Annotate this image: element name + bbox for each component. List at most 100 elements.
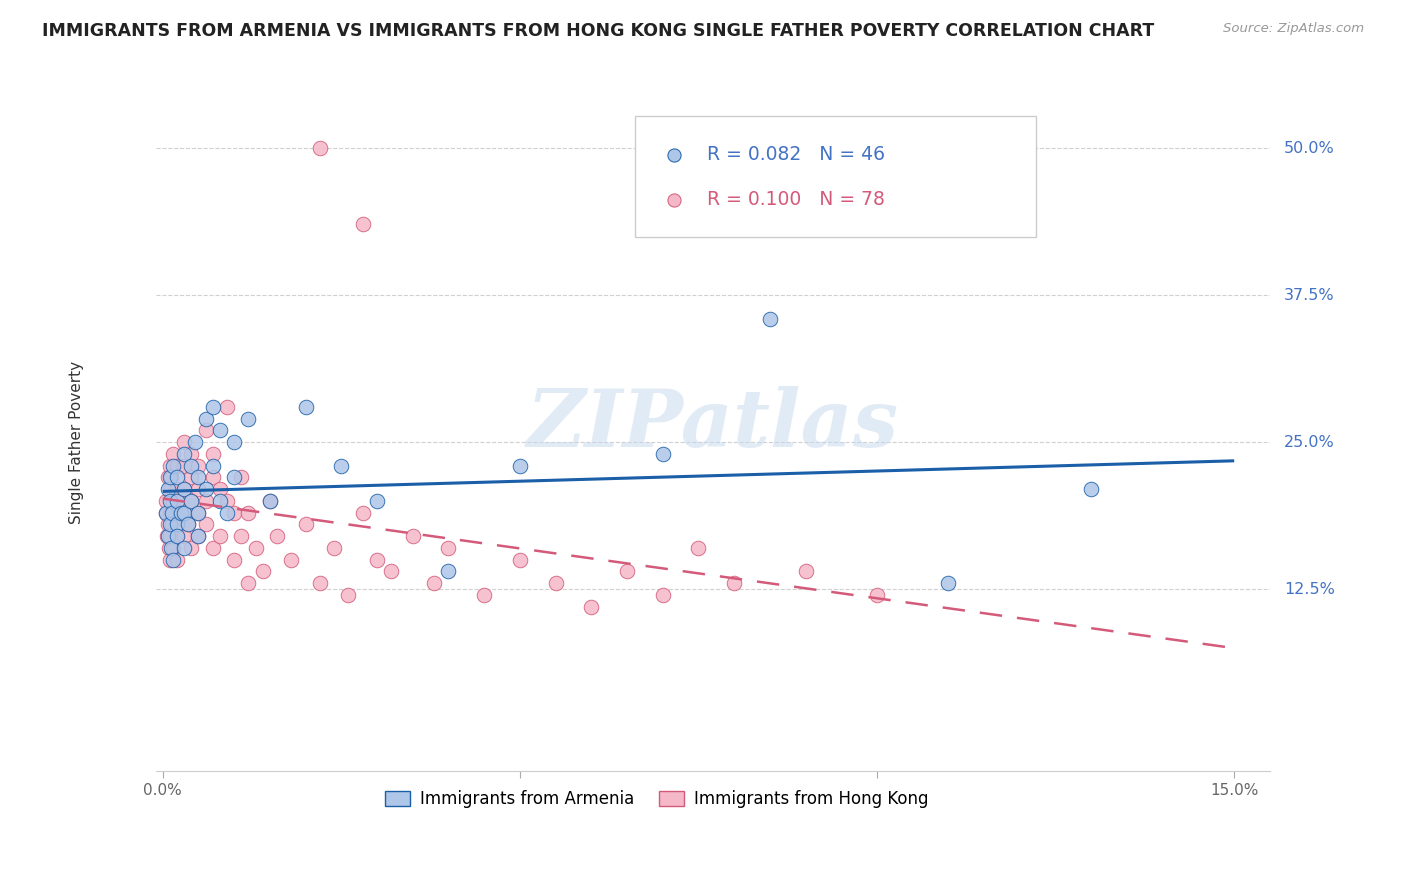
Point <box>238 506 260 520</box>
Point <box>184 435 207 450</box>
Point <box>160 506 183 520</box>
Text: 37.5%: 37.5% <box>1284 287 1334 302</box>
Point <box>337 588 360 602</box>
Point <box>759 311 782 326</box>
Point <box>208 529 231 543</box>
Point <box>352 506 374 520</box>
Point <box>157 541 180 555</box>
Point <box>866 588 889 602</box>
Point <box>309 576 332 591</box>
Point <box>180 470 202 484</box>
Point <box>581 599 603 614</box>
Point <box>166 506 188 520</box>
Point <box>238 576 260 591</box>
Point <box>224 552 246 566</box>
Point <box>187 458 209 473</box>
Point <box>159 506 181 520</box>
Point <box>194 411 217 425</box>
Point <box>162 458 184 473</box>
Point <box>509 552 531 566</box>
Point <box>180 541 202 555</box>
Point <box>173 541 195 555</box>
Point <box>155 506 177 520</box>
Point <box>245 541 267 555</box>
Point <box>177 517 200 532</box>
Point <box>166 552 188 566</box>
Point <box>156 470 179 484</box>
Point <box>187 506 209 520</box>
Point <box>224 506 246 520</box>
Point <box>162 552 184 566</box>
Point <box>173 435 195 450</box>
Point <box>159 482 181 496</box>
Point <box>215 506 238 520</box>
Point <box>544 576 567 591</box>
Point <box>194 494 217 508</box>
Point <box>162 447 184 461</box>
Point <box>794 565 817 579</box>
Point <box>166 517 188 532</box>
Text: Source: ZipAtlas.com: Source: ZipAtlas.com <box>1223 22 1364 36</box>
Point <box>208 423 231 437</box>
Text: ZIPatlas: ZIPatlas <box>527 385 898 463</box>
Point <box>187 482 209 496</box>
Point <box>231 470 253 484</box>
Point <box>173 482 195 496</box>
Point <box>402 529 425 543</box>
Point <box>208 494 231 508</box>
Point <box>651 588 673 602</box>
Point <box>187 529 209 543</box>
Point <box>160 470 183 484</box>
Point <box>162 494 184 508</box>
Point <box>280 552 302 566</box>
Point <box>201 400 224 414</box>
Point <box>157 517 180 532</box>
Point <box>187 470 209 484</box>
Point <box>173 447 195 461</box>
Text: 50.0%: 50.0% <box>1284 141 1334 155</box>
Point <box>173 458 195 473</box>
Point <box>201 458 224 473</box>
Point <box>157 529 180 543</box>
Point <box>187 506 209 520</box>
Point <box>166 529 188 543</box>
Point <box>155 494 177 508</box>
Point <box>180 458 202 473</box>
Point <box>294 400 316 414</box>
Point <box>155 506 177 520</box>
Point <box>159 458 181 473</box>
Point <box>252 565 274 579</box>
Point <box>156 529 179 543</box>
Point <box>938 576 960 591</box>
Text: 25.0%: 25.0% <box>1284 434 1334 450</box>
Point <box>224 470 246 484</box>
Point <box>294 517 316 532</box>
Point <box>1080 482 1102 496</box>
Point <box>309 141 332 155</box>
Point <box>159 494 181 508</box>
Legend: Immigrants from Armenia, Immigrants from Hong Kong: Immigrants from Armenia, Immigrants from… <box>378 784 935 815</box>
Point <box>437 541 460 555</box>
Point <box>366 552 388 566</box>
Point <box>180 447 202 461</box>
Point <box>194 423 217 437</box>
Text: Single Father Poverty: Single Father Poverty <box>69 360 84 524</box>
Point <box>201 447 224 461</box>
Point <box>330 458 353 473</box>
Point <box>166 517 188 532</box>
Point <box>160 517 183 532</box>
Point <box>437 565 460 579</box>
Point <box>723 576 745 591</box>
Point <box>323 541 346 555</box>
Point <box>688 541 710 555</box>
Point <box>180 494 202 508</box>
Point <box>231 529 253 543</box>
Point <box>194 517 217 532</box>
Point <box>160 541 183 555</box>
Point <box>162 541 184 555</box>
Point <box>215 494 238 508</box>
Point <box>173 506 195 520</box>
Text: R = 0.100   N = 78: R = 0.100 N = 78 <box>707 191 884 210</box>
Point <box>166 470 188 484</box>
Point <box>156 482 179 496</box>
